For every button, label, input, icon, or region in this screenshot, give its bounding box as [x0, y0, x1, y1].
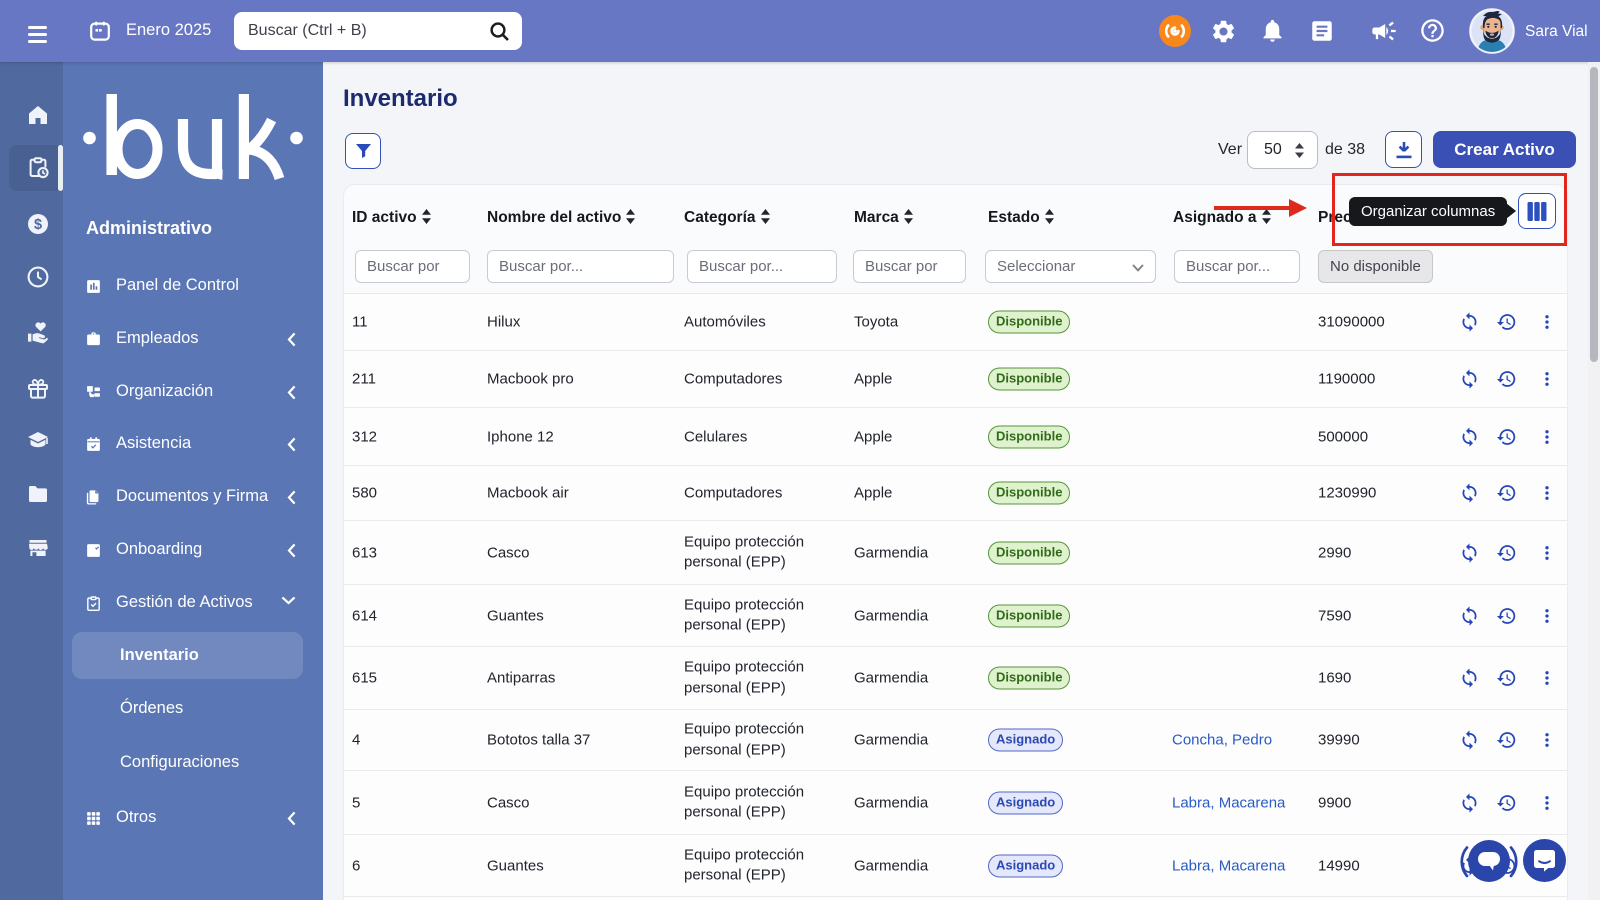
svg-text:$: $: [34, 217, 42, 233]
